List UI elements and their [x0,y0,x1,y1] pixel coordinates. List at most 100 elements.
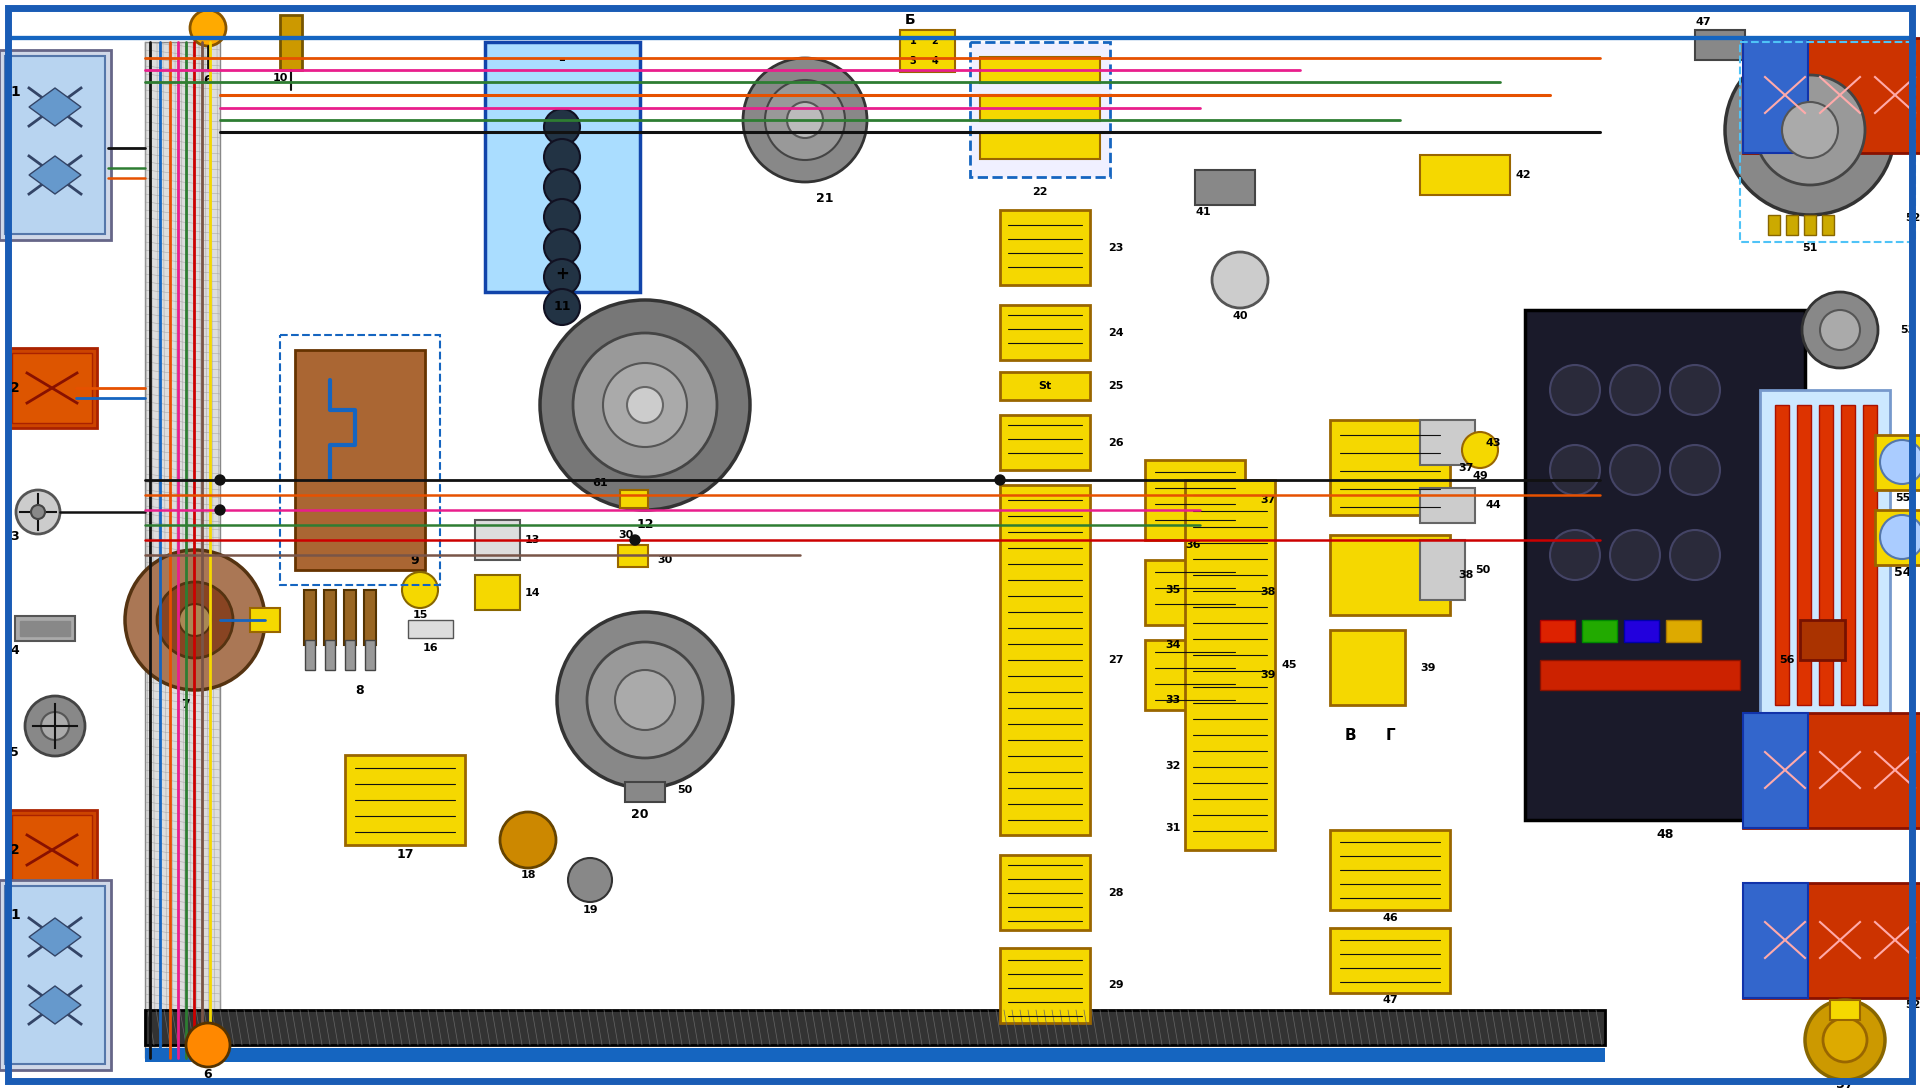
Circle shape [995,475,1004,485]
Text: 61: 61 [591,478,609,488]
Text: 45: 45 [1283,660,1298,670]
Text: 1: 1 [10,908,19,922]
Bar [618,544,649,567]
Bar [1144,640,1244,710]
Text: 12: 12 [636,518,653,531]
Bar [1421,540,1465,600]
Bar [0,880,111,1070]
Text: 30: 30 [657,555,672,565]
Bar [1740,42,1914,242]
Circle shape [543,109,580,145]
Bar [626,782,664,802]
Bar [365,640,374,670]
Circle shape [40,712,69,741]
Text: 17: 17 [396,848,413,861]
Bar [979,133,1100,159]
Circle shape [215,475,225,485]
Bar [1830,1000,1860,1020]
Bar [900,30,954,72]
Bar [146,1048,1605,1062]
Text: 25: 25 [1108,381,1123,391]
Bar [1000,949,1091,1023]
Text: 52: 52 [1905,1000,1920,1010]
Bar [1876,435,1920,490]
Text: 8: 8 [355,684,365,697]
Circle shape [1611,445,1661,495]
Bar [8,810,98,890]
Bar [474,575,520,610]
Bar [1786,215,1797,235]
Bar [12,353,92,423]
Circle shape [190,10,227,46]
Circle shape [1880,440,1920,484]
Bar [280,15,301,70]
Bar [365,590,376,645]
Bar [1421,488,1475,523]
Circle shape [179,604,211,636]
Text: 4: 4 [931,56,939,66]
Circle shape [543,139,580,175]
Text: 4: 4 [10,644,19,657]
Bar [1331,830,1450,910]
Text: -: - [559,51,564,69]
Text: 9: 9 [411,553,419,566]
Circle shape [1803,292,1878,368]
Bar [8,348,98,428]
Circle shape [764,79,845,160]
Bar [1540,660,1740,690]
Text: 55: 55 [1895,493,1910,503]
Text: 50: 50 [678,785,693,795]
Circle shape [1549,530,1599,580]
Text: 34: 34 [1165,640,1181,650]
Text: 47: 47 [1382,995,1398,1005]
Bar [1761,390,1889,720]
Bar [0,50,111,240]
Bar [1331,928,1450,993]
Text: 28: 28 [1108,888,1123,898]
Circle shape [543,229,580,265]
Circle shape [1724,45,1895,215]
Text: 33: 33 [1165,695,1181,705]
Text: 5: 5 [10,746,19,759]
Text: 49: 49 [1473,472,1488,481]
Text: 39: 39 [1421,663,1436,673]
Text: 1: 1 [910,36,916,46]
Circle shape [1782,102,1837,158]
Text: 29: 29 [1108,980,1123,990]
Bar [1743,883,1920,998]
Bar [1194,170,1256,205]
Text: 2: 2 [10,381,19,395]
Bar [1667,620,1701,643]
Circle shape [31,505,44,519]
Circle shape [1611,530,1661,580]
Bar [344,590,355,645]
Text: 37: 37 [1457,463,1473,473]
Bar [1801,620,1845,660]
Circle shape [557,612,733,788]
Bar [970,42,1110,178]
Text: 1: 1 [10,85,19,99]
Circle shape [401,572,438,608]
Circle shape [540,299,751,510]
Bar [1768,215,1780,235]
Bar [1743,713,1809,828]
Bar [1185,480,1275,851]
Text: 41: 41 [1194,207,1212,217]
Bar [146,1010,1605,1045]
Text: 35: 35 [1165,585,1181,595]
Circle shape [1755,75,1864,185]
Text: 6: 6 [204,73,213,86]
Text: 3: 3 [910,56,916,66]
Bar [1743,713,1920,828]
Bar [303,590,317,645]
Text: 48: 48 [1657,829,1674,842]
Circle shape [588,643,703,758]
Text: 21: 21 [816,192,833,205]
Text: 50: 50 [1475,565,1490,575]
Circle shape [1611,365,1661,415]
Circle shape [1820,310,1860,350]
Bar [1774,405,1789,705]
Text: Б: Б [904,13,916,27]
Bar [346,640,355,670]
Text: 19: 19 [582,905,597,915]
